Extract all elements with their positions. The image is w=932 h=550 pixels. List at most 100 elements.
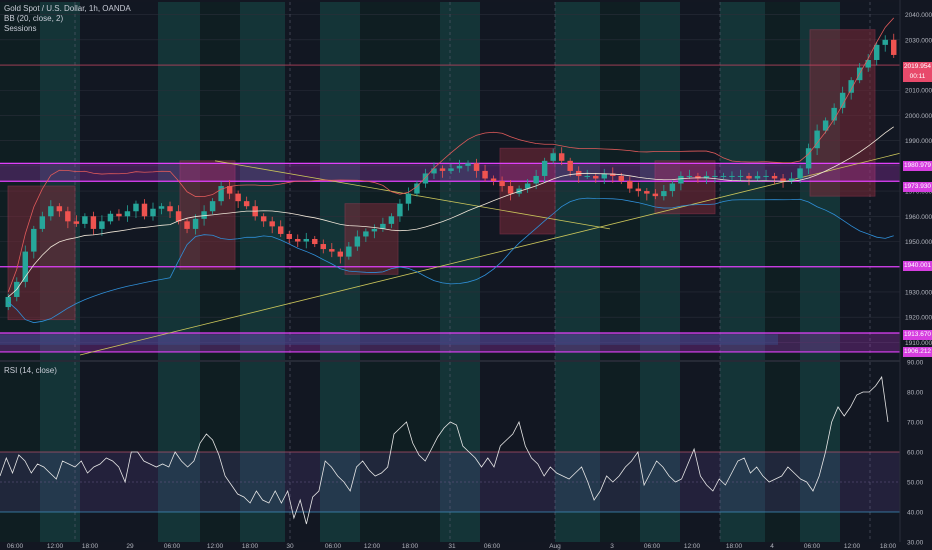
candle-body bbox=[303, 238, 309, 242]
candle-body bbox=[312, 238, 318, 245]
time-tick-label: 12:00 bbox=[844, 543, 861, 550]
candle-body bbox=[133, 203, 139, 212]
time-tick-label: 12:00 bbox=[684, 543, 701, 550]
time-tick-label: 18:00 bbox=[726, 543, 743, 550]
zone-tag-1940: 1940.001 bbox=[903, 261, 932, 271]
time-axis-bg bbox=[0, 542, 932, 550]
candle-body bbox=[805, 148, 812, 169]
candle-body bbox=[771, 175, 778, 179]
rsi-tick-label: 50.00 bbox=[907, 480, 924, 487]
candle-body bbox=[295, 238, 301, 242]
candle-body bbox=[99, 221, 105, 229]
candle-body bbox=[695, 175, 701, 179]
candle-body bbox=[678, 175, 684, 184]
price-tick-label: 1950.000 bbox=[905, 239, 932, 246]
candle-body bbox=[746, 175, 752, 179]
candle-body bbox=[422, 173, 429, 184]
order-block-box bbox=[7, 185, 76, 321]
candle-body bbox=[184, 221, 190, 229]
price-tick-label: 2040.000 bbox=[905, 12, 932, 19]
candle-body bbox=[56, 206, 63, 212]
descending-trendline bbox=[214, 160, 611, 230]
candle-body bbox=[831, 107, 837, 121]
candle-body bbox=[797, 168, 803, 179]
candle-body bbox=[269, 221, 275, 227]
candle-body bbox=[65, 211, 71, 222]
candle-body bbox=[90, 216, 97, 229]
price-tick-label: 2000.000 bbox=[905, 113, 932, 120]
candle-body bbox=[448, 168, 454, 171]
price-tick-label: 2030.000 bbox=[905, 37, 932, 44]
rsi-tick-label: 90.00 bbox=[907, 360, 924, 367]
candle-body bbox=[329, 249, 335, 252]
candle-body bbox=[712, 175, 718, 177]
candle-body bbox=[550, 153, 556, 161]
candle-body bbox=[814, 130, 820, 149]
candle-body bbox=[48, 206, 54, 217]
candle-body bbox=[31, 228, 37, 252]
candle-body bbox=[865, 59, 871, 68]
candle-body bbox=[192, 218, 199, 229]
candle-body bbox=[286, 233, 292, 239]
candle-body bbox=[729, 175, 735, 177]
time-tick-label: 06:00 bbox=[7, 543, 24, 550]
candle-body bbox=[73, 221, 80, 224]
candle-body bbox=[737, 175, 744, 177]
candle-body bbox=[167, 206, 173, 212]
candle-body bbox=[201, 211, 207, 219]
time-tick-label: Aug bbox=[549, 543, 561, 550]
symbol-legend[interactable]: Gold Spot / U.S. Dollar, 1h, OANDA bbox=[4, 4, 131, 13]
candle-body bbox=[371, 228, 378, 232]
candle-body bbox=[116, 213, 122, 217]
price-tick-label: 1960.000 bbox=[905, 214, 932, 221]
time-tick-label: 12:00 bbox=[207, 543, 224, 550]
rsi-tick-label: 70.00 bbox=[907, 420, 924, 427]
candle-body bbox=[107, 213, 114, 222]
candle-body bbox=[405, 193, 412, 204]
candle-body bbox=[567, 160, 573, 171]
candle-body bbox=[763, 175, 769, 177]
candle-body bbox=[5, 296, 11, 308]
time-tick-label: 06:00 bbox=[484, 543, 501, 550]
rsi-legend[interactable]: RSI (14, close) bbox=[4, 366, 57, 375]
candle-body bbox=[414, 183, 420, 194]
time-tick-label: 12:00 bbox=[364, 543, 381, 550]
time-tick-label: 4 bbox=[770, 543, 774, 550]
candle-body bbox=[482, 170, 488, 179]
candle-body bbox=[456, 165, 463, 169]
zone-tag-1906: 1906.212 bbox=[903, 347, 932, 357]
candle-body bbox=[39, 216, 46, 229]
candle-body bbox=[150, 208, 156, 217]
candle-body bbox=[337, 251, 344, 257]
candle-body bbox=[141, 203, 148, 217]
candle-body bbox=[388, 216, 395, 224]
candle-body bbox=[635, 188, 642, 192]
candle-body bbox=[618, 175, 625, 181]
candle-body bbox=[558, 153, 565, 161]
candle-body bbox=[175, 211, 182, 222]
time-tick-label: 30 bbox=[286, 543, 294, 550]
candle-body bbox=[524, 183, 531, 189]
candle-body bbox=[320, 244, 327, 250]
time-tick-label: 18:00 bbox=[242, 543, 259, 550]
candle-body bbox=[209, 201, 216, 212]
bollinger-basis bbox=[7, 126, 894, 298]
candle-body bbox=[499, 181, 505, 187]
rsi-tick-label: 60.00 bbox=[907, 450, 924, 457]
candle-body bbox=[584, 175, 590, 177]
candle-body bbox=[218, 186, 224, 202]
rsi-tick-label: 30.00 bbox=[907, 540, 924, 547]
candle-body bbox=[839, 92, 846, 108]
bollinger-legend[interactable]: BB (20, close, 2) bbox=[4, 14, 64, 23]
candle-body bbox=[703, 175, 710, 179]
candle-body bbox=[644, 191, 650, 194]
candle-body bbox=[243, 201, 250, 207]
bar-timer-tag: 00:11 bbox=[903, 72, 932, 82]
zone-lower-inner bbox=[0, 334, 778, 345]
candle-body bbox=[465, 163, 471, 166]
candle-body bbox=[124, 211, 131, 217]
sessions-legend[interactable]: Sessions bbox=[4, 24, 37, 33]
candle-body bbox=[490, 178, 497, 181]
current-price-tag: 2019.954 bbox=[903, 62, 932, 72]
